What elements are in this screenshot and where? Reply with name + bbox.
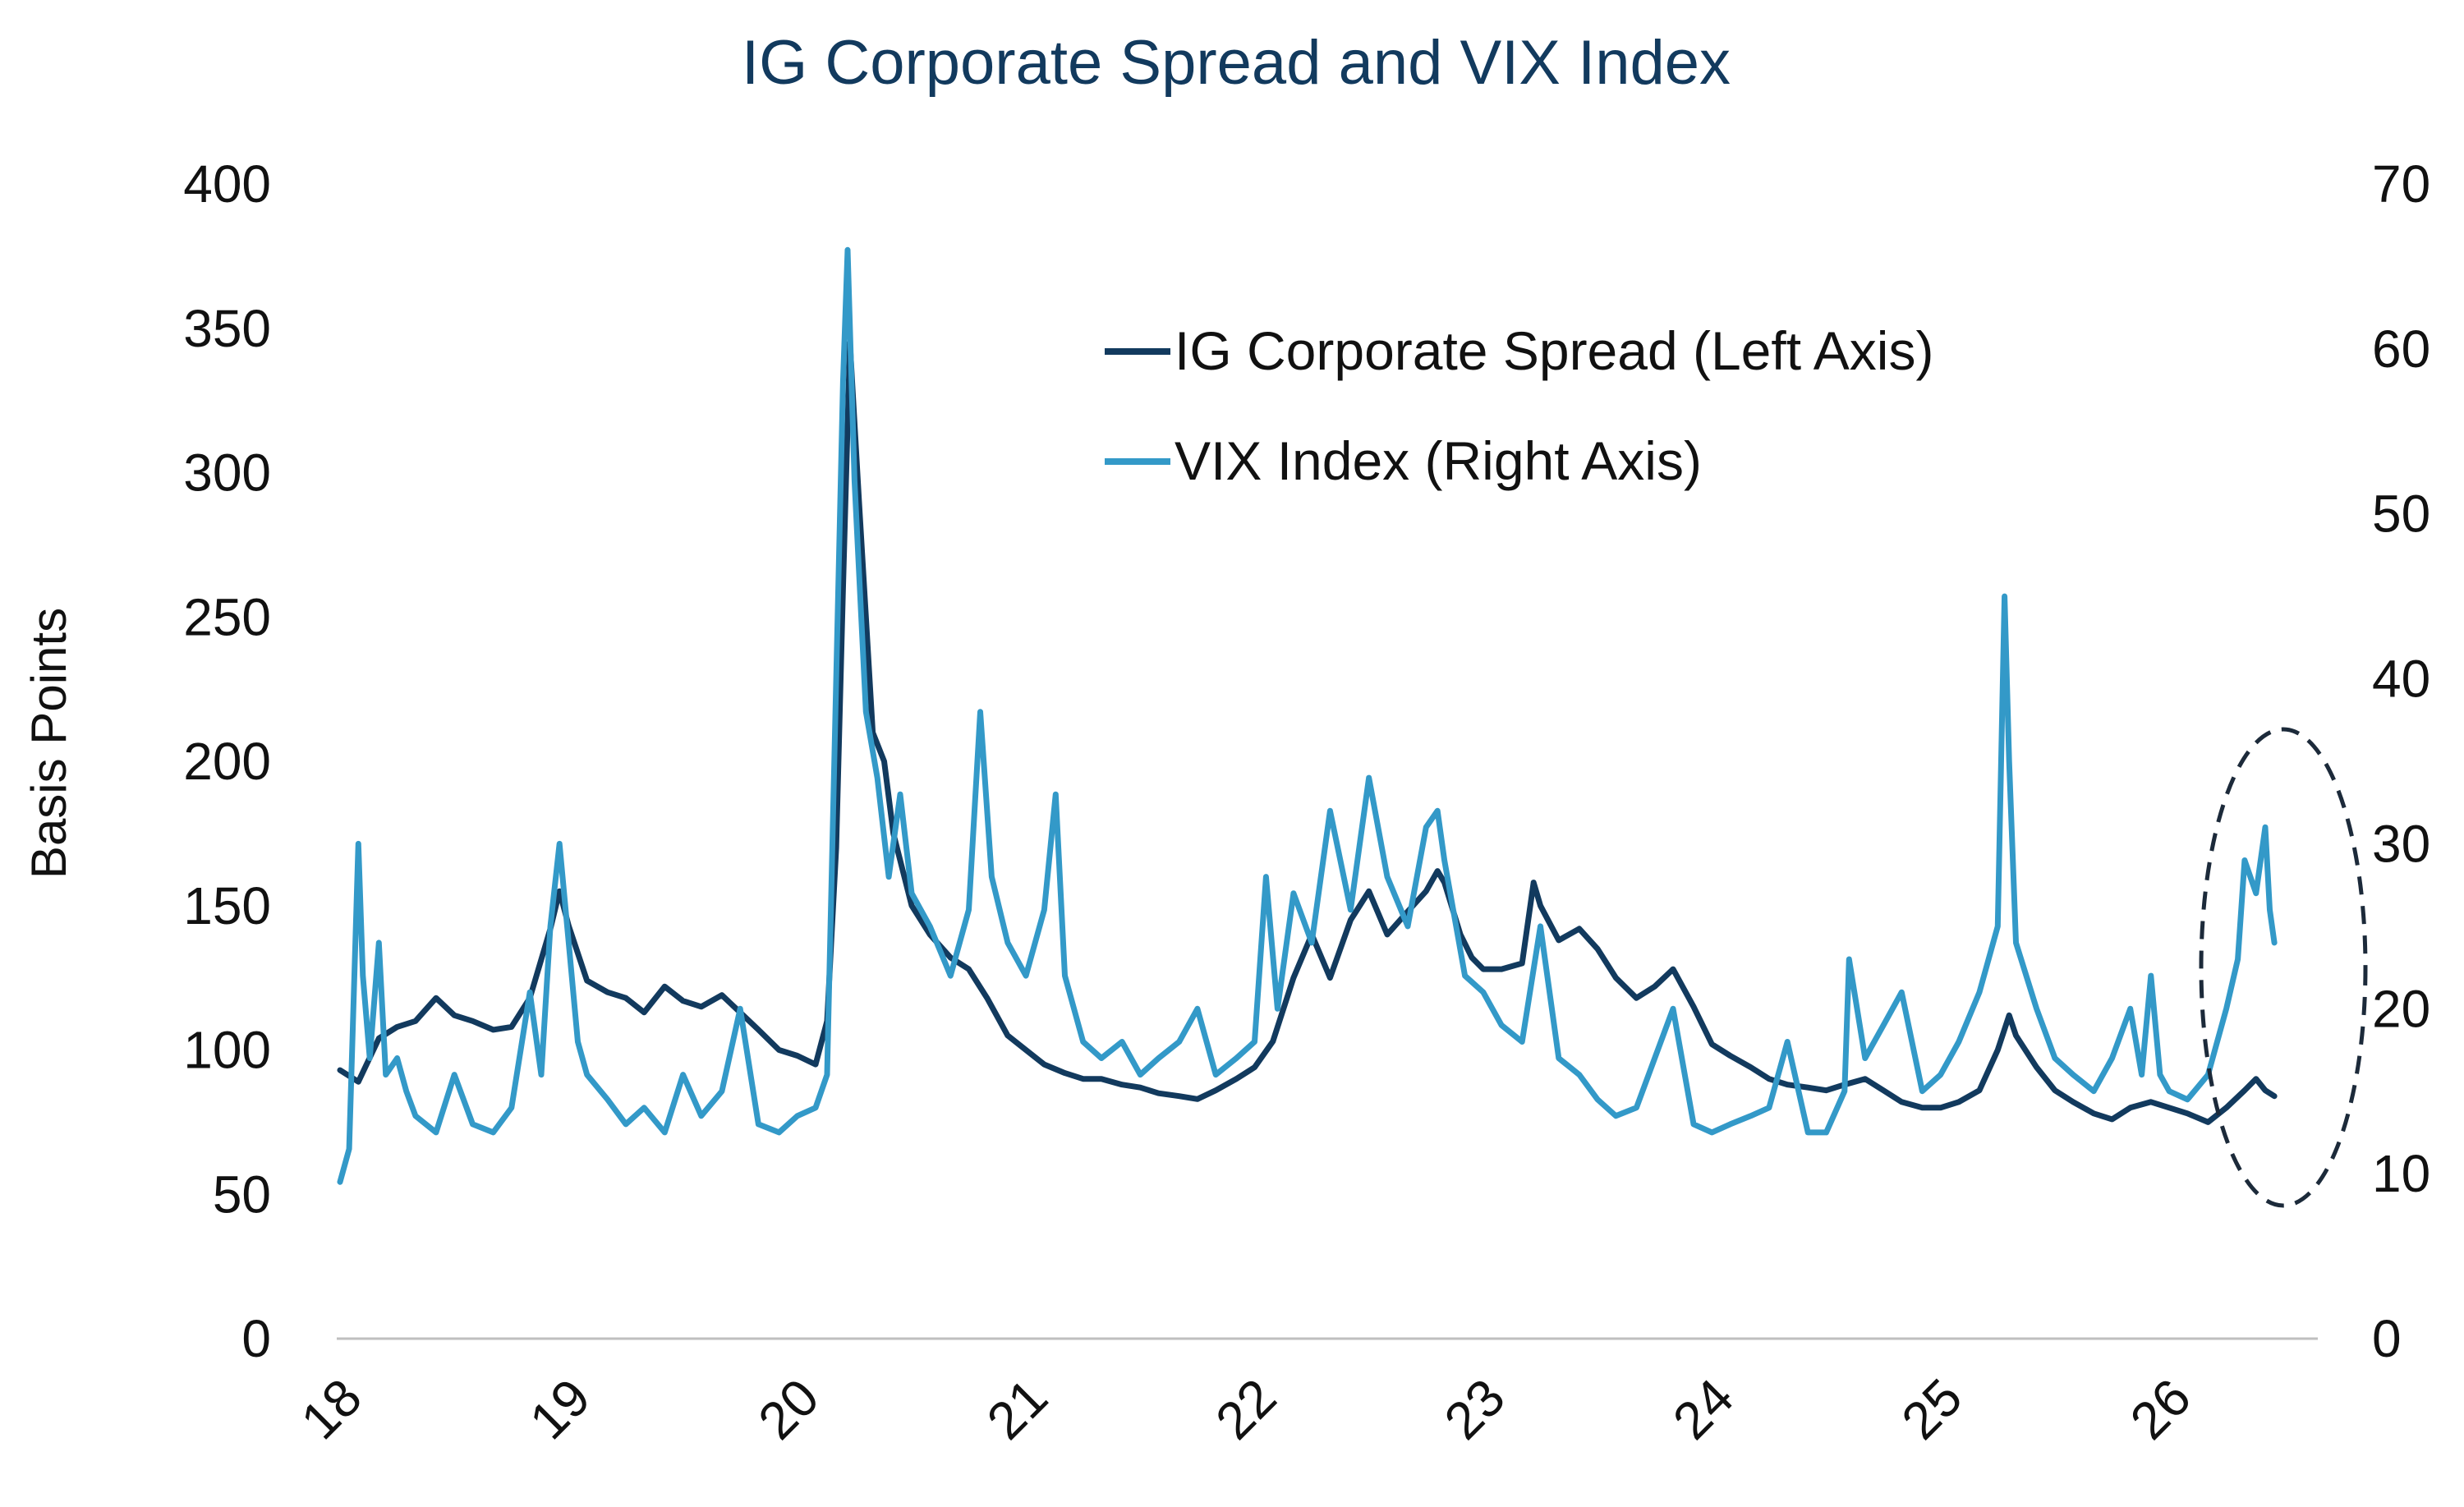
legend-label-vix: VIX Index (Right Axis) bbox=[1175, 430, 1702, 491]
x-tick-label: 25 bbox=[1890, 1367, 1973, 1450]
y-tick-label: 200 bbox=[183, 732, 271, 791]
y-tick-label: 50 bbox=[213, 1165, 271, 1224]
y-tick-label: 100 bbox=[183, 1021, 271, 1080]
y-tick-label: 150 bbox=[183, 876, 271, 935]
x-tick-label: 23 bbox=[1433, 1367, 1516, 1450]
y-tick-label: 0 bbox=[241, 1309, 271, 1368]
y-tick-label: 350 bbox=[183, 299, 271, 358]
legend-label-spread: IG Corporate Spread (Left Axis) bbox=[1175, 320, 1933, 381]
x-tick-label: 24 bbox=[1662, 1367, 1745, 1450]
y2-tick-label: 50 bbox=[2372, 485, 2430, 544]
y2-tick-label: 40 bbox=[2372, 650, 2430, 709]
right-axis-ticks: 0 10 20 30 40 50 60 70 bbox=[2372, 154, 2430, 1368]
series-layer bbox=[337, 246, 2278, 1185]
y2-tick-label: 30 bbox=[2372, 814, 2430, 873]
x-tick-label: 19 bbox=[518, 1367, 601, 1450]
chart-title: IG Corporate Spread and VIX Index bbox=[742, 28, 1731, 98]
x-tick-label: 18 bbox=[290, 1367, 373, 1450]
y2-tick-label: 10 bbox=[2372, 1144, 2430, 1203]
x-tick-label: 21 bbox=[976, 1367, 1059, 1450]
y2-tick-label: 70 bbox=[2372, 154, 2430, 214]
y-tick-label: 400 bbox=[183, 154, 271, 214]
y-tick-label: 300 bbox=[183, 443, 271, 503]
x-tick-label: 26 bbox=[2119, 1367, 2202, 1450]
y2-tick-label: 0 bbox=[2372, 1309, 2402, 1368]
left-axis-ticks: 0 50 100 150 200 250 300 350 400 bbox=[183, 154, 271, 1368]
ig-spread-line bbox=[337, 339, 2278, 1125]
x-axis-ticks: 18 19 20 21 22 23 24 25 26 bbox=[290, 1367, 2202, 1450]
x-tick-label: 22 bbox=[1204, 1367, 1287, 1450]
y2-tick-label: 20 bbox=[2372, 979, 2430, 1038]
y2-tick-label: 60 bbox=[2372, 319, 2430, 379]
x-tick-label: 20 bbox=[747, 1367, 830, 1450]
vix-line bbox=[337, 246, 2278, 1185]
highlight-ellipse bbox=[2199, 727, 2368, 1208]
y-axis-label: Basis Points bbox=[21, 608, 76, 879]
y-tick-label: 250 bbox=[183, 587, 271, 646]
legend: IG Corporate Spread (Left Axis) VIX Inde… bbox=[1105, 320, 1933, 491]
